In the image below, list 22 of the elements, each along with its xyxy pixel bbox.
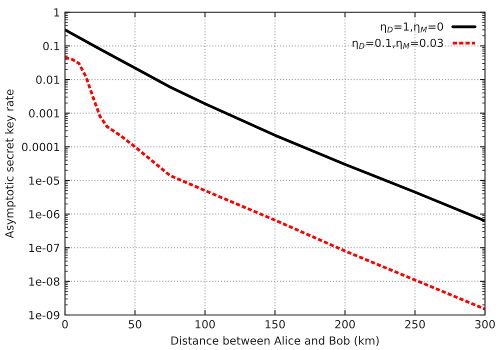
x-tick-label: 300	[475, 320, 495, 328]
y-tick-label: 1e-06	[29, 210, 60, 218]
y-tick-label: 0.001	[29, 109, 60, 118]
y-tick-label: 1e-05	[29, 176, 60, 185]
legend-label: η$_{D}$=0.1,η$_{M}$=0.03	[352, 38, 443, 50]
y-tick-label: 1e-07	[29, 244, 60, 252]
x-tick-label: 150	[266, 320, 285, 328]
y-tick-label: 0.0001	[22, 142, 60, 152]
y-tick-label: 1	[54, 8, 60, 16]
y-tick-label: 0.1	[43, 42, 60, 50]
x-axis-title: Distance between Alice and Bob (km)	[171, 336, 379, 346]
y-tick-label: 1e-09	[29, 310, 60, 320]
y-tick-label: 0.01	[36, 76, 60, 84]
line-series	[65, 56, 485, 310]
x-tick-label: 200	[335, 320, 355, 328]
legend-label: η$_{D}$=1,η$_{M}$=0	[380, 22, 444, 33]
x-tick-label: 250	[405, 320, 425, 328]
x-tick-label: 100	[196, 320, 215, 328]
y-tick-label: 1e-08	[29, 277, 60, 286]
x-tick-label: 0	[62, 320, 68, 328]
y-axis-title: Asymptotic secret key rate	[4, 90, 16, 238]
x-tick-label: 50	[128, 320, 142, 328]
